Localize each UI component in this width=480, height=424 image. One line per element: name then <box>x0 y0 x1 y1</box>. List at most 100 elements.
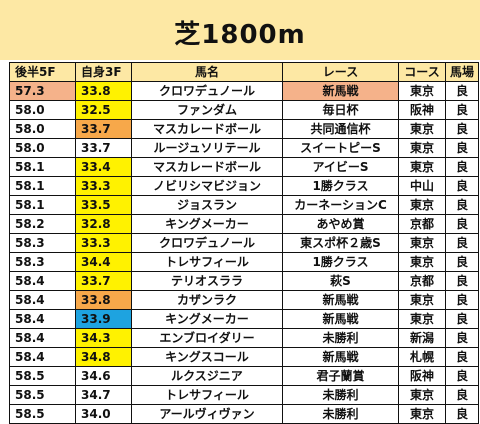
cell-going: 良 <box>445 195 479 215</box>
cell-own3f: 34.4 <box>75 252 132 272</box>
cell-horse: ファンダム <box>131 100 283 120</box>
cell-race: 新馬戦 <box>282 309 399 329</box>
cell-time: 58.5 <box>9 385 76 405</box>
cell-course: 東京 <box>398 195 446 215</box>
cell-going: 良 <box>445 138 479 158</box>
cell-time: 58.1 <box>9 195 76 215</box>
cell-horse: クロワデュノール <box>131 233 283 253</box>
cell-horse: ルクスジニア <box>131 366 283 386</box>
cell-time: 58.0 <box>9 119 76 139</box>
cell-time: 58.4 <box>9 271 76 291</box>
cell-own3f: 33.5 <box>75 195 132 215</box>
table-row: 58.0 32.5 ファンダム 毎日杯 阪神良 <box>9 100 479 120</box>
cell-course: 東京 <box>398 157 446 177</box>
cell-time: 57.3 <box>9 81 76 101</box>
cell-own3f: 33.8 <box>75 81 132 101</box>
table-row: 58.1 33.3 ノビリシマビジョン 1勝クラス 中山良 <box>9 176 479 196</box>
cell-own3f: 34.6 <box>75 366 132 386</box>
cell-race: カーネーションC <box>282 195 399 215</box>
cell-course: 京都 <box>398 271 446 291</box>
cell-course: 中山 <box>398 176 446 196</box>
header-going: 馬場 <box>445 62 479 82</box>
cell-own3f: 34.3 <box>75 328 132 348</box>
cell-race: 新馬戦 <box>282 290 399 310</box>
cell-course: 東京 <box>398 404 446 424</box>
cell-going: 良 <box>445 366 479 386</box>
table-row: 58.4 34.8 キングスコール 新馬戦 札幌良 <box>9 347 479 367</box>
cell-going: 良 <box>445 176 479 196</box>
cell-own3f: 34.8 <box>75 347 132 367</box>
table-row: 58.4 34.3 エンブロイダリー 未勝利 新潟良 <box>9 328 479 348</box>
cell-going: 良 <box>445 309 479 329</box>
cell-race: あやめ賞 <box>282 214 399 234</box>
header-time: 後半5F <box>9 62 76 82</box>
cell-own3f: 34.0 <box>75 404 132 424</box>
table-row: 58.3 34.4 トレサフィール 1勝クラス 東京良 <box>9 252 479 272</box>
cell-own3f: 33.7 <box>75 271 132 291</box>
cell-going: 良 <box>445 290 479 310</box>
cell-own3f: 33.7 <box>75 138 132 158</box>
cell-own3f: 33.7 <box>75 119 132 139</box>
cell-race: 1勝クラス <box>282 252 399 272</box>
cell-race: 新馬戦 <box>282 347 399 367</box>
cell-time: 58.1 <box>9 176 76 196</box>
cell-time: 58.0 <box>9 100 76 120</box>
cell-course: 東京 <box>398 119 446 139</box>
table-row: 58.5 34.0 アールヴィヴァン 未勝利 東京良 <box>9 404 479 424</box>
cell-course: 東京 <box>398 290 446 310</box>
cell-horse: キングメーカー <box>131 309 283 329</box>
cell-horse: マスカレードボール <box>131 157 283 177</box>
table-row: 58.2 32.8 キングメーカー あやめ賞 京都良 <box>9 214 479 234</box>
table-row: 58.5 34.6 ルクスジニア 君子蘭賞 阪神良 <box>9 366 479 386</box>
cell-horse: エンブロイダリー <box>131 328 283 348</box>
cell-race: 君子蘭賞 <box>282 366 399 386</box>
cell-going: 良 <box>445 81 479 101</box>
cell-course: 東京 <box>398 138 446 158</box>
cell-going: 良 <box>445 347 479 367</box>
table-row: 58.0 33.7 ルージュソリテール スイートピーS 東京良 <box>9 138 479 158</box>
cell-own3f: 34.7 <box>75 385 132 405</box>
cell-time: 58.2 <box>9 214 76 234</box>
results-table: 後半5F 自身3F 馬名 レース コース 馬場 57.3 33.8 クロワデュノール… <box>9 62 479 424</box>
table-row: 58.0 33.7 マスカレードボール 共同通信杯 東京良 <box>9 119 479 139</box>
table-row: 58.4 33.8 カザンラク 新馬戦 東京良 <box>9 290 479 310</box>
title-band: 芝1800m <box>0 0 480 60</box>
cell-going: 良 <box>445 252 479 272</box>
cell-course: 東京 <box>398 252 446 272</box>
table-body: 57.3 33.8 クロワデュノール 新馬戦 東京良 58.0 32.5 ファンダム 毎日杯 阪神… <box>9 81 479 424</box>
cell-race: 毎日杯 <box>282 100 399 120</box>
cell-course: 阪神 <box>398 100 446 120</box>
cell-course: 東京 <box>398 309 446 329</box>
header-row: 後半5F 自身3F 馬名 レース コース 馬場 <box>9 62 479 82</box>
cell-time: 58.4 <box>9 309 76 329</box>
header-course: コース <box>398 62 446 82</box>
cell-course: 新潟 <box>398 328 446 348</box>
cell-own3f: 33.9 <box>75 309 132 329</box>
cell-course: 東京 <box>398 81 446 101</box>
header-horse: 馬名 <box>131 62 283 82</box>
cell-race: 新馬戦 <box>282 81 399 101</box>
cell-horse: ジョスラン <box>131 195 283 215</box>
table-row: 58.4 33.9 キングメーカー 新馬戦 東京良 <box>9 309 479 329</box>
table-row: 58.3 33.3 クロワデュノール 東スポ杯２歳S 東京良 <box>9 233 479 253</box>
cell-time: 58.4 <box>9 290 76 310</box>
cell-horse: カザンラク <box>131 290 283 310</box>
table-row: 58.5 34.7 トレサフィール 未勝利 東京良 <box>9 385 479 405</box>
page-title: 芝1800m <box>174 20 306 50</box>
cell-course: 札幌 <box>398 347 446 367</box>
cell-horse: キングスコール <box>131 347 283 367</box>
cell-time: 58.3 <box>9 233 76 253</box>
cell-time: 58.4 <box>9 347 76 367</box>
cell-race: 未勝利 <box>282 328 399 348</box>
cell-going: 良 <box>445 100 479 120</box>
cell-going: 良 <box>445 385 479 405</box>
cell-race: 萩S <box>282 271 399 291</box>
cell-horse: テリオスララ <box>131 271 283 291</box>
cell-own3f: 32.5 <box>75 100 132 120</box>
cell-going: 良 <box>445 157 479 177</box>
cell-own3f: 33.8 <box>75 290 132 310</box>
cell-going: 良 <box>445 404 479 424</box>
cell-race: 東スポ杯２歳S <box>282 233 399 253</box>
cell-course: 東京 <box>398 233 446 253</box>
cell-race: 未勝利 <box>282 404 399 424</box>
